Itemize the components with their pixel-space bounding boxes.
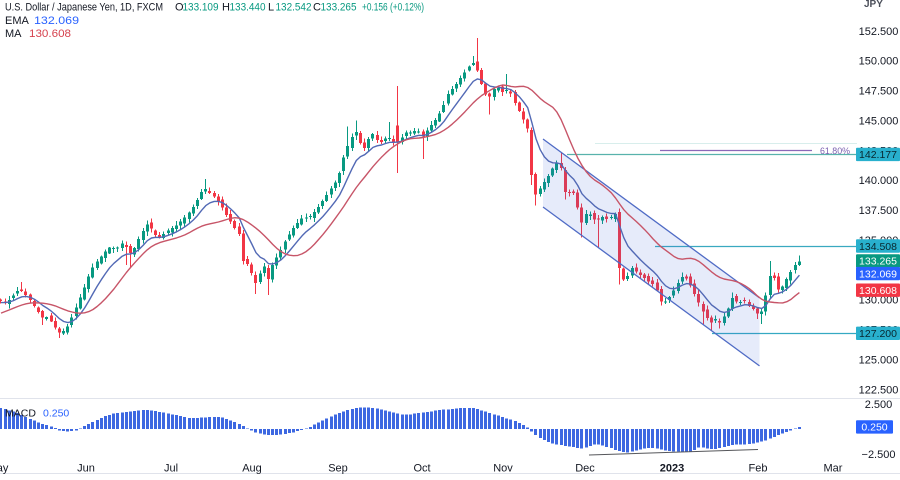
svg-text:132.069: 132.069 [859, 268, 897, 280]
svg-text:152.500: 152.500 [859, 26, 899, 38]
svg-text:EMA: EMA [5, 15, 30, 27]
svg-text:125.000: 125.000 [859, 354, 899, 366]
svg-text:+0.156 (+0.12%): +0.156 (+0.12%) [362, 2, 424, 14]
svg-text:MACD: MACD [5, 408, 36, 420]
svg-text:Oct: Oct [413, 463, 430, 475]
svg-text:132.069: 132.069 [34, 15, 79, 27]
svg-text:Feb: Feb [749, 463, 768, 475]
svg-text:145.000: 145.000 [859, 115, 899, 127]
svg-text:0.250: 0.250 [43, 408, 69, 420]
svg-text:2.500: 2.500 [865, 399, 893, 411]
svg-text:133.440: 133.440 [230, 2, 266, 14]
svg-text:L: L [268, 2, 274, 14]
svg-text:Nov: Nov [493, 463, 513, 475]
svg-text:142.177: 142.177 [859, 149, 897, 161]
svg-text:U.S. Dollar / Japanese Yen, 1D: U.S. Dollar / Japanese Yen, 1D, FXCM [5, 2, 163, 14]
svg-text:Dec: Dec [575, 463, 595, 475]
svg-text:133.109: 133.109 [183, 2, 219, 14]
svg-text:130.608: 130.608 [859, 285, 897, 297]
svg-text:Jul: Jul [164, 463, 178, 475]
svg-text:122.500: 122.500 [859, 384, 899, 396]
svg-text:JPY: JPY [864, 0, 883, 10]
svg-text:133.265: 133.265 [321, 2, 357, 14]
svg-text:−2.500: −2.500 [862, 449, 896, 461]
svg-text:133.265: 133.265 [859, 256, 897, 268]
svg-text:Sep: Sep [328, 463, 348, 475]
svg-text:Mar: Mar [824, 463, 843, 475]
svg-text:134.508: 134.508 [859, 241, 897, 253]
svg-text:MA: MA [5, 28, 22, 40]
svg-text:150.000: 150.000 [859, 56, 899, 68]
svg-text:Jun: Jun [77, 463, 95, 475]
svg-text:0.250: 0.250 [861, 421, 887, 433]
svg-text:61.80%: 61.80% [820, 146, 850, 156]
svg-text:140.000: 140.000 [859, 175, 899, 187]
svg-text:137.500: 137.500 [859, 205, 899, 217]
svg-text:132.542: 132.542 [276, 2, 312, 14]
svg-text:147.500: 147.500 [859, 86, 899, 98]
svg-text:127.200: 127.200 [859, 328, 897, 340]
svg-text:Aug: Aug [242, 463, 262, 475]
svg-text:May: May [0, 463, 9, 475]
svg-text:2023: 2023 [660, 463, 684, 475]
svg-text:130.608: 130.608 [29, 28, 71, 40]
